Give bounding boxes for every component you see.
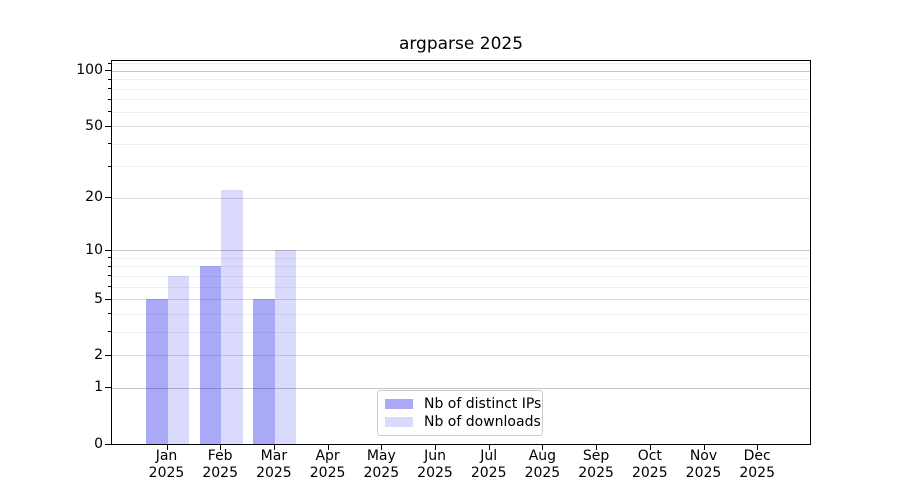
- gridline-minor-8: [112, 266, 810, 268]
- gridline-2: [112, 355, 810, 357]
- bar-ips-feb: [199, 266, 222, 444]
- y-tick-label-10: 10: [85, 241, 103, 258]
- x-tick-label-jan: Jan 2025: [148, 448, 185, 481]
- gridline-minor-3: [112, 331, 810, 333]
- gridline-50: [112, 126, 810, 128]
- x-tick-oct: [649, 444, 651, 450]
- legend-swatch-downloads: [385, 417, 413, 428]
- x-tick-may: [381, 444, 383, 450]
- gridline-1: [112, 387, 810, 389]
- x-tick-dec: [757, 444, 759, 450]
- gridline-100: [112, 70, 810, 72]
- x-tick-label-may: May 2025: [363, 448, 400, 481]
- y-minor-tick-30: [108, 165, 111, 167]
- y-tick-2: [105, 354, 111, 356]
- plot-area: [111, 60, 811, 445]
- gridline-minor-40: [112, 143, 810, 145]
- gridline-minor-4: [112, 313, 810, 315]
- x-tick-sep: [596, 444, 598, 450]
- y-tick-10: [105, 249, 111, 251]
- y-tick-20: [105, 197, 111, 199]
- legend: Nb of distinct IPs Nb of downloads: [377, 390, 543, 436]
- gridline-5: [112, 299, 810, 301]
- bar-downloads-feb: [221, 190, 243, 444]
- legend-swatch-distinct-ips: [385, 398, 413, 409]
- gridline-minor-60: [112, 111, 810, 113]
- x-tick-feb: [220, 444, 222, 450]
- x-tick-label-aug: Aug 2025: [524, 448, 561, 481]
- bar-downloads-jan: [167, 275, 189, 444]
- plot-inner: [112, 61, 810, 444]
- y-minor-tick-7: [108, 275, 111, 277]
- x-tick-jul: [488, 444, 490, 450]
- chart-title: argparse 2025: [398, 34, 524, 54]
- legend-item-distinct-ips: Nb of distinct IPs: [385, 396, 541, 412]
- x-tick-label-oct: Oct 2025: [631, 448, 668, 481]
- x-tick-label-mar: Mar 2025: [256, 448, 292, 481]
- legend-item-downloads: Nb of downloads: [385, 414, 541, 430]
- gridline-minor-90: [112, 79, 810, 81]
- gridline-20: [112, 197, 810, 199]
- x-tick-label-apr: Apr 2025: [309, 448, 346, 481]
- y-tick-1: [105, 387, 111, 389]
- x-tick-label-feb: Feb 2025: [202, 448, 238, 481]
- y-minor-tick-80: [108, 88, 111, 90]
- gridline-minor-7: [112, 275, 810, 277]
- x-tick-mar: [273, 444, 275, 450]
- gridline-minor-30: [112, 166, 810, 168]
- bar-downloads-mar: [274, 250, 297, 444]
- y-minor-tick-90: [108, 78, 111, 80]
- x-tick-label-nov: Nov 2025: [685, 448, 722, 481]
- y-tick-label-20: 20: [85, 189, 103, 206]
- legend-label-downloads: Nb of downloads: [424, 414, 541, 431]
- x-tick-aug: [542, 444, 544, 450]
- y-minor-tick-60: [108, 111, 111, 113]
- y-minor-tick-6: [108, 286, 111, 288]
- gridline-minor-9: [112, 257, 810, 259]
- y-tick-label-2: 2: [94, 346, 103, 363]
- y-tick-50: [105, 125, 111, 127]
- legend-label-distinct-ips: Nb of distinct IPs: [424, 395, 542, 412]
- gridline-minor-70: [112, 99, 810, 101]
- gridline-minor-80: [112, 88, 810, 90]
- x-tick-label-jul: Jul 2025: [470, 448, 507, 481]
- y-minor-tick-40: [108, 143, 111, 145]
- y-minor-tick-70: [108, 98, 111, 100]
- y-minor-tick-9: [108, 257, 111, 259]
- x-tick-apr: [327, 444, 329, 450]
- bar-ips-jan: [146, 299, 168, 444]
- x-tick-label-dec: Dec 2025: [739, 448, 775, 481]
- x-tick-nov: [703, 444, 705, 450]
- y-tick-label-0: 0: [94, 435, 103, 452]
- gridline-minor-6: [112, 286, 810, 288]
- gridline-10: [112, 250, 810, 252]
- y-minor-tick-3: [108, 331, 111, 333]
- bar-ips-mar: [253, 299, 275, 444]
- x-tick-jan: [166, 444, 168, 450]
- y-minor-tick-8: [108, 265, 111, 267]
- y-tick-label-50: 50: [85, 117, 103, 134]
- y-tick-0: [105, 443, 111, 445]
- gridline-minor-110: [112, 63, 810, 65]
- x-tick-jun: [435, 444, 436, 450]
- x-tick-label-sep: Sep 2025: [578, 448, 614, 481]
- x-tick-label-jun: Jun 2025: [417, 448, 453, 481]
- y-tick-100: [105, 70, 111, 72]
- y-minor-tick-110: [108, 62, 111, 64]
- y-tick-label-1: 1: [94, 379, 103, 396]
- y-tick-label-100: 100: [76, 62, 103, 79]
- y-minor-tick-4: [108, 313, 111, 315]
- y-tick-label-5: 5: [94, 290, 103, 307]
- y-tick-5: [105, 298, 111, 300]
